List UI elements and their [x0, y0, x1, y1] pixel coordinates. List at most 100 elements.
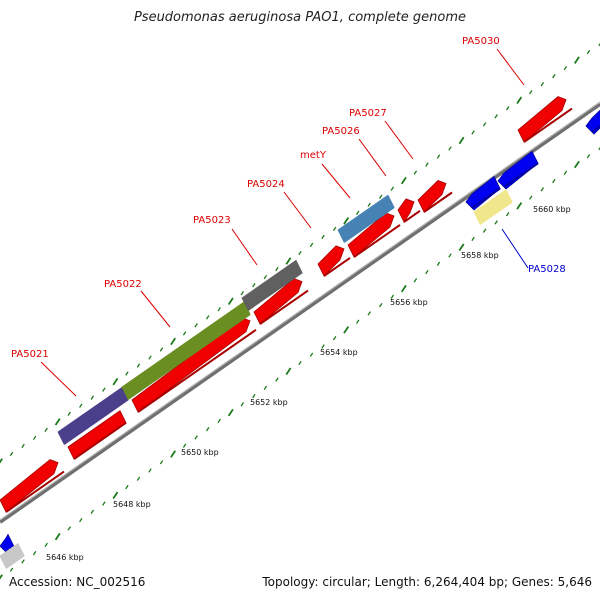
lower-scale-tick [516, 202, 523, 210]
upper-scale-tick [552, 73, 556, 79]
lower-scale-tick [321, 344, 325, 349]
gene-red-3 [131, 317, 251, 413]
gene-features [0, 96, 600, 569]
lower-scale-tick [54, 532, 61, 541]
upper-scale-tick [112, 377, 119, 386]
upper-scale-tick [0, 458, 3, 464]
lower-scale-tick [148, 468, 152, 473]
lower-scale-tick [482, 228, 487, 233]
gene-red-5-edge [323, 257, 351, 277]
leader-line [321, 163, 351, 199]
gene-pa5021-edge [63, 398, 129, 445]
upper-scale-tick [275, 266, 279, 272]
scale-label: 5656 kbp [390, 298, 428, 307]
upper-scale-tick [309, 242, 314, 248]
upper-scale-tick [67, 411, 71, 416]
gene-red-4-edge [259, 289, 309, 325]
leader-line [140, 290, 171, 328]
accession-text: Accession: NC_002516 [9, 575, 146, 589]
upper-scale-tick [285, 257, 292, 265]
upper-scale-tick [436, 154, 441, 159]
upper-scale-tick [182, 331, 187, 336]
lower-scale-tick [32, 551, 37, 556]
lower-scale-tick [90, 509, 95, 515]
gene-red-5 [317, 245, 345, 277]
upper-scale-tick [505, 106, 510, 111]
lower-scale-tick [400, 284, 407, 293]
gene-label: metY [300, 150, 327, 161]
lower-scale-tick [332, 336, 337, 341]
lower-scale-tick [240, 402, 245, 407]
lower-scale-tick [0, 574, 3, 580]
upper-scale-tick [540, 82, 545, 87]
upper-scale-tick [194, 323, 198, 328]
lower-scale-tick [9, 567, 14, 572]
upper-scale-tick [252, 282, 256, 288]
scale-label: 5658 kbp [461, 251, 499, 260]
upper-scale-tick [79, 403, 83, 408]
upper-scale-tick [367, 202, 371, 207]
scale-label: 5660 kbp [533, 205, 571, 214]
backbone-highlight [0, 101, 600, 521]
gene-red-1-edge [5, 470, 65, 513]
gene-red-7 [397, 198, 415, 223]
gene-blue-2 [497, 150, 539, 190]
gene-label: PA5026 [322, 126, 360, 137]
lower-scale-tick [159, 460, 164, 465]
upper-scale-tick [494, 114, 498, 119]
label-leaders [40, 48, 529, 397]
upper-scale-tick [136, 363, 141, 368]
lower-scale-tick [343, 326, 350, 334]
scale-label: 5652 kbp [250, 398, 288, 407]
gene-label: PA5022 [104, 279, 142, 290]
backbone-line [0, 102, 600, 524]
upper-scale-tick [343, 217, 350, 225]
lower-scale-tick [425, 269, 429, 275]
upper-scale-tick [263, 274, 268, 280]
lower-scale-tick [182, 443, 187, 448]
gene-label: PA5030 [462, 36, 500, 47]
scale-label: 5648 kbp [113, 500, 151, 509]
upper-scale-tick [516, 96, 523, 105]
lower-scale-tick [285, 367, 292, 376]
leader-line [358, 138, 387, 177]
map-title: Pseudomonas aeruginosa PAO1, complete ge… [133, 10, 467, 25]
leader-line [496, 48, 525, 86]
lower-scale-tick [136, 476, 141, 481]
upper-scale-tick [90, 395, 95, 400]
upper-scale-tick [125, 371, 129, 376]
lower-scale-tick [471, 236, 475, 242]
gene-red-9 [517, 96, 567, 143]
lower-scale-tick [125, 484, 129, 490]
lower-scale-tick [563, 170, 568, 175]
upper-scale-tick [458, 136, 465, 145]
lower-scale-tick [298, 360, 302, 366]
lower-scale-tick [21, 559, 25, 564]
lower-scale-tick [102, 501, 106, 506]
gene-label: PA5028 [528, 264, 566, 275]
lower-scale-tick [529, 195, 533, 200]
genome-backbone [0, 101, 600, 524]
leader-line [40, 361, 77, 397]
upper-scale-tick [574, 56, 580, 64]
lower-scale-tick [355, 319, 360, 324]
gene-pa5028-edge [479, 200, 513, 225]
upper-scale-tick [425, 162, 429, 167]
upper-scale-tick [298, 250, 302, 256]
upper-scale-tick [148, 355, 152, 360]
gene-red-8 [417, 180, 447, 213]
upper-scale-tick [205, 315, 210, 320]
gene-pa5022-edge [127, 313, 251, 400]
lower-scale-tick [263, 385, 268, 390]
gene-red-6-edge [353, 224, 401, 258]
lower-scale-tick [227, 408, 234, 417]
upper-scale-tick [217, 307, 221, 312]
upper-scale-tick [355, 210, 360, 215]
lower-scale-tick [67, 526, 71, 531]
gene-blue-2-edge [503, 162, 539, 188]
scale-label: 5654 kbp [320, 348, 358, 357]
lower-scale-tick [448, 253, 452, 258]
upper-scale-tick [482, 122, 487, 127]
upper-scale-tick [379, 194, 383, 199]
upper-scale-tick [170, 337, 176, 346]
